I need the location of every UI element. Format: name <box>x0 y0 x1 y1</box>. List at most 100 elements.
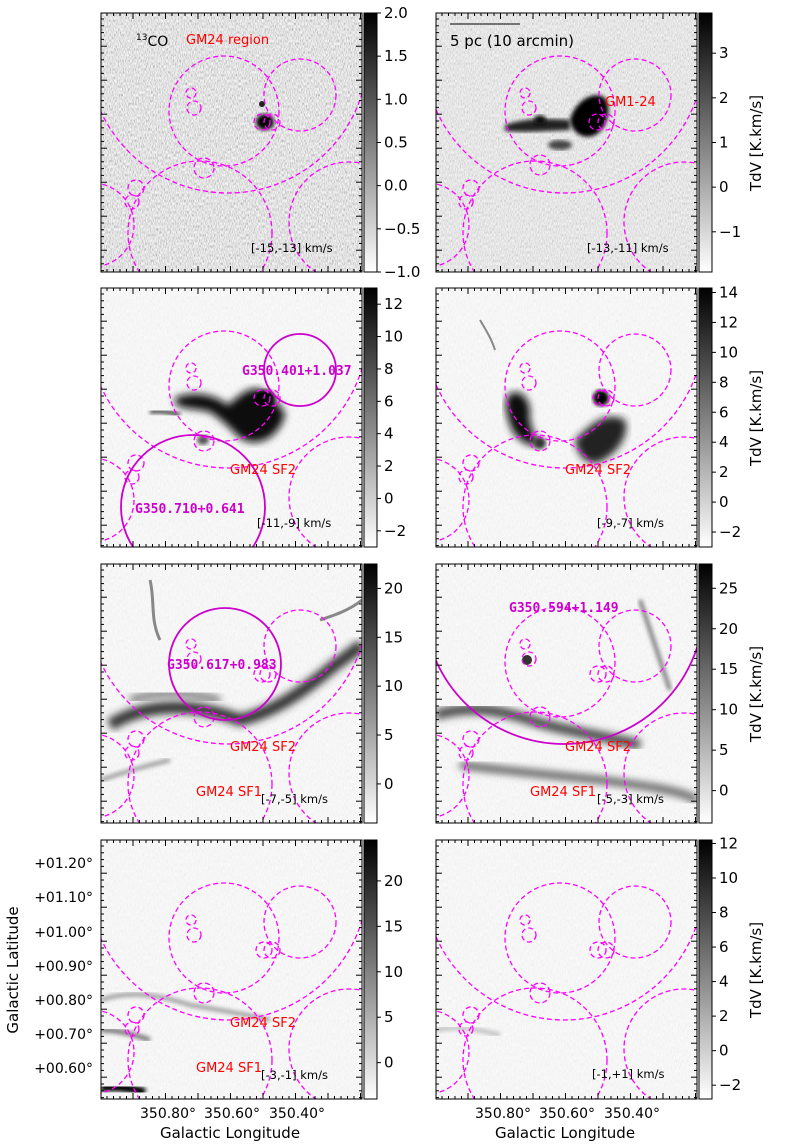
frame <box>100 12 363 273</box>
colorbar <box>363 12 378 273</box>
sf-label: GM24 SF2 <box>565 463 631 478</box>
colorbar-tick-label: 6 <box>719 938 729 956</box>
y-tick-label: +01.10° <box>34 890 93 906</box>
sf-label: GM24 SF2 <box>230 740 296 755</box>
colorbar-tick-label: 10 <box>384 328 403 346</box>
region-circles <box>101 564 362 823</box>
y-tick-label: +00.60° <box>34 1061 93 1077</box>
colorbar <box>363 287 378 548</box>
colorbar-tick-label: 0 <box>719 782 729 800</box>
colorbar-tick-label: 0.0 <box>384 177 408 195</box>
source-circles <box>168 607 282 721</box>
colorbar-label: TdV [K.km/s] <box>747 922 765 1019</box>
y-tick-label: +01.00° <box>34 925 93 941</box>
colorbar-tick-label: 14 <box>719 283 738 301</box>
velocity-label: [-11,-9] km/s <box>257 516 331 530</box>
colorbar-tick-label: −1 <box>719 223 741 241</box>
colorbar-tick-label: 5 <box>719 741 729 759</box>
clump-label: GM1-24 <box>605 95 656 110</box>
velocity-label: [-7,-5] km/s <box>261 792 328 806</box>
region-circles <box>101 288 362 547</box>
colorbar-tick-label: 4 <box>384 425 394 443</box>
frame <box>100 563 363 824</box>
x-tick-label: 350.60° <box>539 1106 595 1122</box>
colorbar-tick-label: 8 <box>719 904 729 922</box>
colorbar-tick-label: 6 <box>719 403 729 421</box>
source-circles <box>120 333 337 547</box>
colorbar-label: TdV [K.km/s] <box>747 95 765 192</box>
colorbar-tick-label: 0 <box>384 1054 394 1072</box>
sf-label: GM24 SF1 <box>196 1061 262 1076</box>
region-circles <box>436 55 697 272</box>
colorbar-tick-label: 12 <box>719 313 738 331</box>
map-image <box>101 564 362 823</box>
x-axis-label: Galactic Longitude <box>495 1124 635 1142</box>
map-image <box>436 840 697 1099</box>
source-label: G350.710+0.641 <box>135 502 245 517</box>
frame <box>435 12 698 273</box>
scale-label: 5 pc (10 arcmin) <box>450 32 574 50</box>
map-image <box>101 13 362 272</box>
y-tick-labels: +01.20° +01.10° +01.00° +00.90° +00.80° … <box>34 856 93 1077</box>
colorbar <box>698 12 713 273</box>
x-tick-label: 350.60° <box>204 1106 260 1122</box>
y-tick-label: +01.20° <box>34 856 93 872</box>
region-circles <box>436 882 697 1099</box>
colorbar <box>698 563 713 824</box>
colorbar-tick-label: 10 <box>384 963 403 981</box>
colorbar-tick-label: 2 <box>719 463 729 481</box>
x-tick-label: 350.80° <box>475 1106 531 1122</box>
y-tick-label: +00.70° <box>34 1027 93 1043</box>
velocity-label: [-5,-3] km/s <box>597 792 664 806</box>
colorbar-tick-label: 1.0 <box>384 90 408 108</box>
colorbar-tick-label: 0.5 <box>384 134 408 152</box>
source-label: G350.617+0.983 <box>167 658 277 673</box>
sf-label: GM24 SF2 <box>230 1016 296 1031</box>
colorbar-label: TdV [K.km/s] <box>747 370 765 467</box>
panel-r4-left: GM24 SF2 GM24 SF1 [-3,-1] km/s <box>100 839 378 1100</box>
colorbar-tick-label: 10 <box>384 677 403 695</box>
colorbar-tick-label: 0 <box>719 178 729 196</box>
colorbar-tick-label: 4 <box>719 433 729 451</box>
colorbar-tick-label: 15 <box>384 917 403 935</box>
colorbar-tick-label: 4 <box>719 973 729 991</box>
molecule-label: 13CO <box>136 33 168 50</box>
y-tick-label: +00.90° <box>34 959 93 975</box>
y-axis-label: Galactic Latitude <box>4 906 22 1033</box>
colorbar-tick-label: −0.5 <box>384 220 420 238</box>
colorbar-tick-label: 1.5 <box>384 47 408 65</box>
region-circles <box>436 330 697 547</box>
colorbar-tick-label: 10 <box>719 869 738 887</box>
panel-r3-right: G350.594+1.149 GM24 SF2 GM24 SF1 [-5,-3]… <box>435 563 765 824</box>
colorbar-tick-label: 10 <box>719 701 738 719</box>
colorbar-tick-label: 8 <box>384 360 394 378</box>
map-image <box>436 288 697 547</box>
colorbar-tick-label: 0 <box>384 489 394 507</box>
x-tick-labels-right: 350.80° 350.60° 350.40° <box>475 1106 660 1122</box>
colorbar-ticks: 2.01.51.00.50.0−0.5−1.03210−1121086420−2… <box>377 4 741 1094</box>
colorbar-tick-label: 10 <box>719 343 738 361</box>
velocity-label: [-15,-13] km/s <box>251 241 333 255</box>
colorbar-tick-label: −1.0 <box>384 263 420 281</box>
panel-r1-right: 5 pc (10 arcmin) GM1-24 [-13,-11] km/s T… <box>435 12 765 273</box>
sf-label: GM24 SF1 <box>530 785 596 800</box>
panel-r2-right: GM24 SF2 [-9,-7] km/s TdV [K.km/s] <box>435 287 765 548</box>
colorbar <box>363 563 378 824</box>
colorbar-tick-label: 8 <box>719 373 729 391</box>
region-circles <box>436 606 697 823</box>
colorbar-tick-label: 15 <box>719 660 738 678</box>
map-image <box>436 13 697 272</box>
panel-r4-right: [-1,+1] km/s TdV [K.km/s] <box>435 839 765 1100</box>
colorbar-tick-label: 2 <box>719 1007 729 1025</box>
colorbar-tick-label: 12 <box>719 834 738 852</box>
source-label: G350.401+1.037 <box>242 364 352 379</box>
colorbar-tick-label: 5 <box>384 1008 394 1026</box>
sf-label: GM24 SF2 <box>565 740 631 755</box>
sf-label: GM24 SF1 <box>196 785 262 800</box>
x-axis-label: Galactic Longitude <box>160 1124 300 1142</box>
sf-label: GM24 SF2 <box>230 463 296 478</box>
colorbar-tick-label: 15 <box>384 628 403 646</box>
velocity-label: [-9,-7] km/s <box>597 516 664 530</box>
region-label: GM24 region <box>186 33 269 48</box>
